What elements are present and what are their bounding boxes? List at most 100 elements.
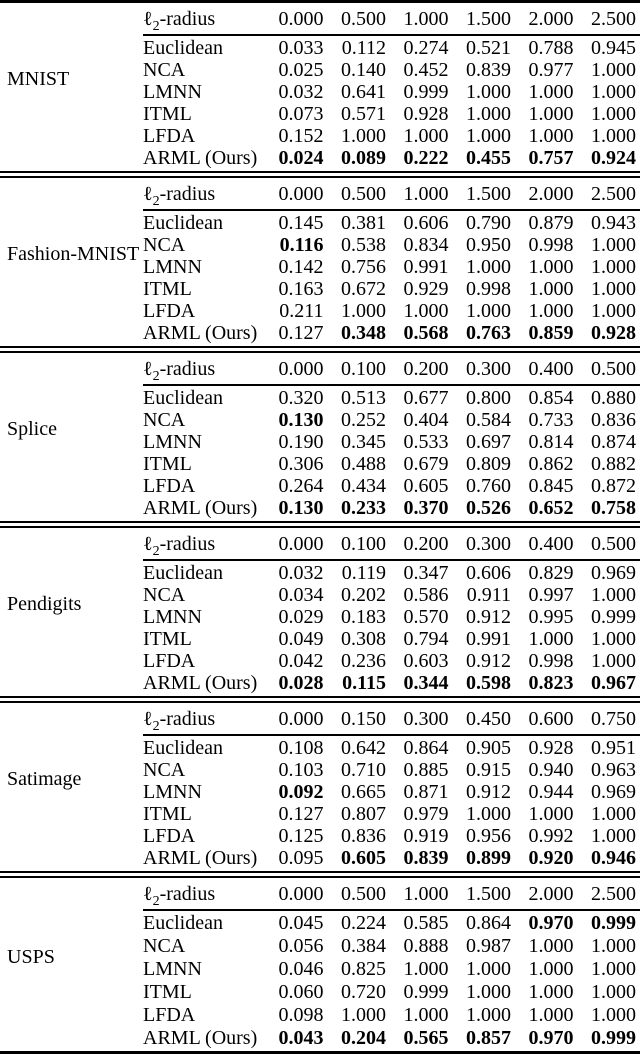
result-value: 1.000 (591, 278, 636, 300)
result-value: 0.665 (341, 781, 386, 803)
dataset-block: USPS ℓ2-radius 0.000 0.500 1.000 1.500 2.000 2.… (0, 878, 640, 1051)
result-value: 1.000 (591, 59, 636, 81)
method-rows: Euclidean 0.108 0.642 0.864 0.905 0.928 0.951 N… (143, 736, 640, 871)
result-value: 1.000 (528, 125, 574, 147)
block-content: ℓ2-radius 0.000 0.500 1.000 1.500 2.000 2.500 E… (143, 3, 640, 171)
result-value: 0.834 (403, 234, 449, 256)
radius-value: 0.300 (466, 532, 511, 555)
result-value: 0.672 (341, 278, 386, 300)
result-value: 0.920 (528, 847, 574, 869)
result-value: 1.000 (466, 81, 511, 103)
result-value: 0.928 (528, 737, 574, 759)
radius-subscript: 2 (152, 193, 160, 209)
result-value: 1.000 (466, 103, 511, 125)
result-value: 0.871 (403, 781, 449, 803)
result-value: 1.000 (591, 584, 636, 606)
result-value: 0.814 (528, 431, 574, 453)
result-value: 1.000 (341, 1003, 386, 1026)
dataset-label: Pendigits (7, 593, 82, 615)
result-value: 1.000 (466, 1003, 511, 1026)
radius-subscript: 2 (152, 718, 160, 734)
result-value: 1.000 (403, 958, 449, 981)
result-value: 0.092 (278, 781, 324, 803)
result-value: 0.642 (341, 737, 386, 759)
radius-value: 1.500 (466, 7, 511, 30)
radius-value: 1.000 (403, 7, 449, 30)
result-value: 0.056 (278, 935, 324, 958)
result-value: 0.130 (278, 409, 324, 431)
method-rows: Euclidean 0.320 0.513 0.677 0.800 0.854 0.880 N… (143, 386, 640, 521)
method-label: NCA (143, 584, 186, 606)
result-value: 0.882 (591, 453, 636, 475)
result-value: 0.381 (341, 212, 386, 234)
method-label: ARML (Ours) (143, 147, 258, 169)
result-value: 0.570 (403, 606, 449, 628)
result-value: 0.940 (528, 759, 574, 781)
result-value: 0.998 (528, 234, 574, 256)
result-value: 0.598 (466, 672, 511, 694)
radius-value: 0.500 (341, 182, 386, 205)
result-value: 0.970 (528, 912, 574, 935)
results-row: LFDA 0.264 0.434 0.605 0.760 0.845 0.872 (143, 475, 640, 497)
results-row: ARML (Ours) 0.028 0.115 0.344 0.598 0.823 0.96… (143, 672, 640, 694)
result-value: 0.112 (341, 37, 386, 59)
radius-value: 1.000 (403, 882, 449, 905)
result-value: 0.912 (466, 650, 511, 672)
radius-value: 0.750 (591, 707, 636, 730)
result-value: 1.000 (466, 803, 511, 825)
radius-value: 2.500 (591, 882, 636, 905)
result-value: 0.042 (278, 650, 324, 672)
results-row: LMNN 0.190 0.345 0.533 0.697 0.814 0.874 (143, 431, 640, 453)
radius-header-row: ℓ2-radius 0.000 0.100 0.200 0.300 0.400 0.500 (143, 528, 640, 561)
script-l-glyph: ℓ (143, 7, 153, 30)
radius-value: 1.500 (466, 882, 511, 905)
result-value: 0.809 (466, 453, 511, 475)
result-value: 0.348 (341, 322, 386, 344)
results-row: LFDA 0.211 1.000 1.000 1.000 1.000 1.000 (143, 300, 640, 322)
result-value: 0.252 (341, 409, 386, 431)
result-value: 0.130 (278, 497, 324, 519)
method-rows: Euclidean 0.145 0.381 0.606 0.790 0.879 0.943 N… (143, 211, 640, 346)
results-row: ITML 0.127 0.807 0.979 1.000 1.000 1.000 (143, 803, 640, 825)
results-row: NCA 0.056 0.384 0.888 0.987 1.000 1.000 (143, 935, 640, 958)
radius-suffix: -radius (159, 707, 216, 730)
result-value: 0.145 (278, 212, 324, 234)
result-value: 1.000 (591, 103, 636, 125)
radius-value: 2.500 (591, 7, 636, 30)
result-value: 1.000 (591, 81, 636, 103)
result-value: 0.073 (278, 103, 324, 125)
method-label: NCA (143, 59, 186, 81)
result-value: 0.845 (528, 475, 574, 497)
block-content: ℓ2-radius 0.000 0.100 0.200 0.300 0.400 0.500 E… (143, 353, 640, 521)
result-value: 0.679 (403, 453, 449, 475)
radius-suffix: -radius (159, 882, 216, 905)
result-value: 0.103 (278, 759, 324, 781)
results-row: NCA 0.034 0.202 0.586 0.911 0.997 1.000 (143, 584, 640, 606)
method-label: Euclidean (143, 737, 223, 759)
radius-subscript: 2 (152, 543, 160, 559)
result-value: 1.000 (403, 1003, 449, 1026)
result-value: 0.857 (466, 1026, 511, 1049)
result-value: 0.606 (403, 212, 449, 234)
result-value: 1.000 (528, 803, 574, 825)
result-value: 0.142 (278, 256, 324, 278)
radius-label: ℓ2-radius (143, 882, 265, 909)
radius-header-row: ℓ2-radius 0.000 0.500 1.000 1.500 2.000 2.500 (143, 3, 640, 36)
radius-suffix: -radius (159, 357, 216, 380)
result-value: 0.306 (278, 453, 324, 475)
method-label: LMNN (143, 256, 202, 278)
radius-value: 2.500 (591, 182, 636, 205)
result-value: 1.000 (403, 300, 449, 322)
result-value: 0.347 (403, 562, 449, 584)
result-value: 0.224 (341, 912, 386, 935)
result-value: 1.000 (466, 958, 511, 981)
result-value: 0.758 (591, 497, 636, 519)
results-row: ITML 0.073 0.571 0.928 1.000 1.000 1.000 (143, 103, 640, 125)
result-value: 0.264 (278, 475, 324, 497)
result-value: 0.991 (403, 256, 449, 278)
result-value: 0.603 (403, 650, 449, 672)
dataset-label: USPS (7, 945, 55, 968)
result-value: 0.874 (591, 431, 636, 453)
result-value: 0.763 (466, 322, 511, 344)
results-row: ARML (Ours) 0.024 0.089 0.222 0.455 0.757 0.92… (143, 147, 640, 169)
